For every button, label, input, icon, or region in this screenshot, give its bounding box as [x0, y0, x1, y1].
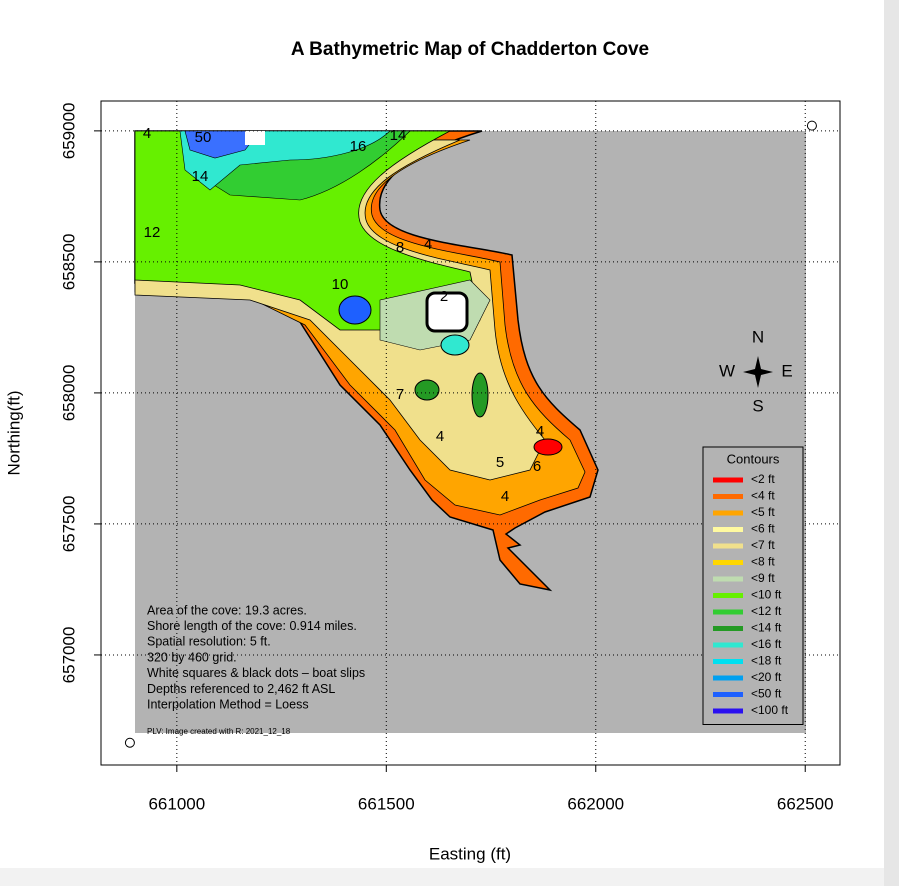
legend-label: <12 ft	[751, 604, 782, 618]
y-tick-label: 657500	[59, 496, 78, 553]
x-axis-label: Easting (ft)	[429, 844, 511, 863]
note: Shore length of the cove: 0.914 miles.	[147, 619, 357, 633]
compass-e: E	[781, 361, 792, 380]
map	[134, 130, 806, 733]
contour-label: 10	[332, 276, 349, 293]
y-tick-label: 659000	[59, 103, 78, 160]
legend-label: <5 ft	[751, 505, 775, 519]
contour-labels: 4 50 16 14 14 12 10 8 4 2 7 4 5 6 4 4	[143, 125, 544, 505]
legend-label: <8 ft	[751, 555, 775, 569]
y-tick-label: 658500	[59, 234, 78, 291]
contour-label: 4	[501, 488, 509, 505]
contour-label: 4	[143, 125, 151, 142]
note: Spatial resolution: 5 ft.	[147, 635, 271, 649]
deep-hole	[414, 379, 440, 401]
contour-label: 4	[424, 236, 432, 253]
legend-label: <6 ft	[751, 522, 775, 536]
contour-label: 5	[496, 454, 504, 471]
compass: N W E S	[719, 327, 793, 415]
legend-title: Contours	[727, 451, 780, 466]
legend-label: <9 ft	[751, 571, 775, 585]
bottom-strip	[0, 868, 884, 886]
legend-label: <100 ft	[751, 703, 789, 717]
contour-label: 4	[536, 423, 544, 440]
contour-label: 14	[390, 127, 407, 144]
contour-label: 12	[144, 224, 161, 241]
y-tick-label: 658000	[59, 365, 78, 422]
contour-label: 14	[192, 168, 209, 185]
contour-label: 6	[533, 458, 541, 475]
note: 320 by 460 grid.	[147, 650, 237, 664]
boat-slip	[245, 131, 265, 145]
contour-label: 8	[396, 239, 404, 256]
note: Depths referenced to 2,462 ft ASL	[147, 682, 335, 696]
compass-s: S	[752, 396, 763, 415]
legend-label: <2 ft	[751, 472, 775, 486]
legend-label: <10 ft	[751, 588, 782, 602]
legend-label: <4 ft	[751, 489, 775, 503]
plot-frame	[100, 100, 841, 766]
deep-hole	[471, 372, 489, 418]
y-tick-label: 657000	[59, 627, 78, 684]
legend: Contours <2 ft <4 ft <5 ft <6 ft <7 ft <8 ft <9…	[702, 446, 804, 725]
deep-hole	[440, 334, 470, 356]
side-strip	[884, 0, 899, 886]
notes: Area of the cove: 19.3 acres. Shore lengt…	[147, 603, 365, 736]
note: Interpolation Method = Loess	[147, 697, 309, 711]
corner-point	[806, 120, 817, 131]
compass-star	[743, 356, 773, 388]
compass-w: W	[719, 361, 735, 380]
compass-n: N	[752, 327, 764, 346]
deep-hole	[338, 295, 372, 325]
x-tick-label: 661000	[148, 794, 205, 813]
x-tick-label: 661500	[358, 794, 415, 813]
legend-label: <16 ft	[751, 637, 782, 651]
legend-label: <50 ft	[751, 687, 782, 701]
legend-label: <7 ft	[751, 538, 775, 552]
boat-slip	[425, 291, 469, 333]
x-tick-label: 662000	[567, 794, 624, 813]
contour-label: 50	[195, 129, 212, 146]
contour-label: 2	[440, 288, 448, 305]
shallow-spot	[533, 438, 563, 456]
legend-label: <14 ft	[751, 621, 782, 635]
y-axis-label: Northing(ft)	[4, 390, 23, 475]
chart-title: A Bathymetric Map of Chadderton Cove	[291, 39, 649, 60]
legend-label: <18 ft	[751, 654, 782, 668]
contour-label: 7	[396, 386, 404, 403]
credit: PLV: Image created with R: 2021_12_18	[147, 727, 291, 736]
note: Area of the cove: 19.3 acres.	[147, 603, 307, 617]
x-tick-label: 662500	[777, 794, 834, 813]
legend-label: <20 ft	[751, 670, 782, 684]
corner-point	[124, 737, 135, 748]
note: White squares & black dots – boat slips	[147, 666, 365, 680]
contour-label: 16	[350, 138, 367, 155]
grid: 661000 661500 662000 662500 657000 657500 6580…	[59, 101, 840, 813]
contour-label: 4	[436, 428, 444, 445]
